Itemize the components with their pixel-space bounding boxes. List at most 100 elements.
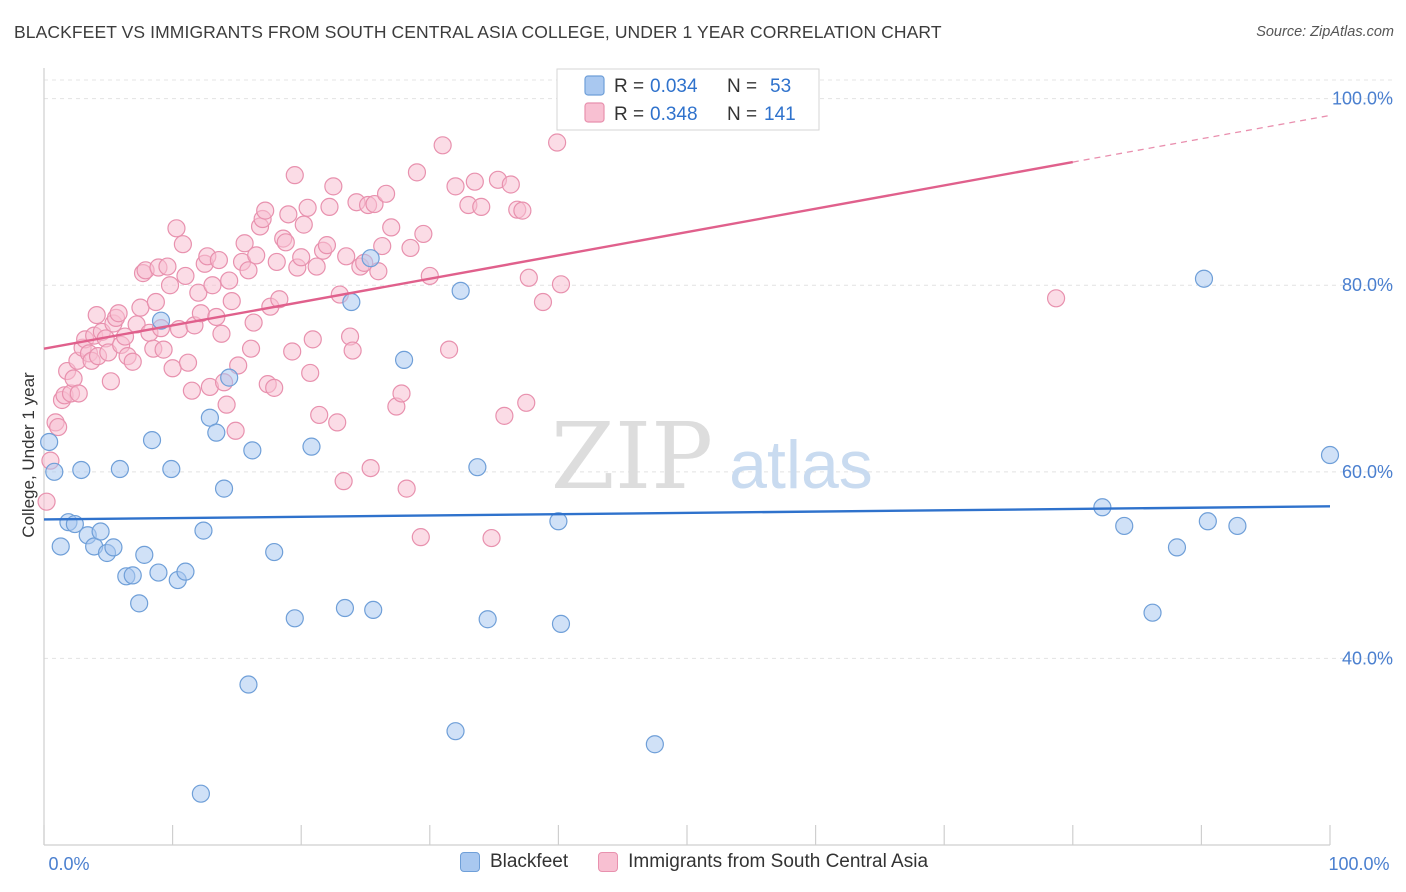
- point-blackfeet: [142, 431, 162, 450]
- point-immigrants-from-south-central-asia: [241, 339, 261, 358]
- legend-label-blackfeet: Blackfeet: [489, 851, 569, 872]
- legend-label-immigrants: Immigrants from South Central Asia: [628, 851, 929, 872]
- point-blackfeet: [123, 566, 142, 585]
- point-blackfeet: [220, 368, 239, 387]
- point-immigrants-from-south-central-asia: [392, 384, 411, 403]
- watermark-atlas: atlas: [729, 427, 873, 503]
- point-blackfeet: [342, 292, 361, 312]
- x-tick-label-min: 0.0%: [48, 854, 89, 874]
- bottom-legend: Blackfeet Immigrants from South Central …: [0, 851, 1406, 873]
- point-blackfeet: [1093, 498, 1112, 517]
- point-immigrants-from-south-central-asia: [310, 405, 329, 425]
- point-immigrants-from-south-central-asia: [324, 177, 343, 196]
- point-immigrants-from-south-central-asia: [307, 257, 326, 276]
- point-blackfeet: [135, 545, 154, 564]
- point-immigrants-from-south-central-asia: [267, 252, 286, 272]
- point-immigrants-from-south-central-asia: [376, 184, 396, 203]
- legend-item-immigrants: Immigrants from South Central Asia: [598, 851, 928, 873]
- trend-lines: [43, 114, 1331, 521]
- point-immigrants-from-south-central-asia: [182, 381, 201, 400]
- point-immigrants-from-south-central-asia: [244, 313, 263, 332]
- legend-marker-blackfeet: [459, 852, 480, 872]
- point-immigrants-from-south-central-asia: [209, 250, 228, 270]
- point-immigrants-from-south-central-asia: [87, 305, 106, 325]
- point-blackfeet: [207, 423, 226, 442]
- point-blackfeet: [446, 722, 465, 741]
- point-immigrants-from-south-central-asia: [131, 298, 150, 317]
- point-blackfeet: [243, 441, 262, 460]
- point-blackfeet: [214, 479, 234, 498]
- trend-line-immigrants-from-south-central-asia: [43, 160, 1074, 350]
- point-immigrants-from-south-central-asia: [298, 198, 317, 217]
- point-immigrants-from-south-central-asia: [176, 266, 195, 286]
- point-immigrants-from-south-central-asia: [212, 324, 231, 343]
- point-blackfeet: [549, 512, 568, 531]
- top-legend: R = 0.034 N = 53 R = 0.348 N = 141: [556, 68, 820, 131]
- point-blackfeet: [1198, 512, 1217, 531]
- point-blackfeet: [110, 459, 129, 479]
- legend-r-label-1: R =: [614, 76, 644, 97]
- point-immigrants-from-south-central-asia: [279, 205, 298, 224]
- y-tick-label: 80.0%: [1342, 275, 1393, 295]
- point-immigrants-from-south-central-asia: [178, 353, 198, 372]
- point-immigrants-from-south-central-asia: [397, 479, 416, 498]
- point-immigrants-from-south-central-asia: [495, 406, 514, 425]
- point-immigrants-from-south-central-asia: [167, 219, 186, 238]
- point-blackfeet: [40, 432, 59, 452]
- point-blackfeet: [162, 459, 181, 479]
- point-immigrants-from-south-central-asia: [101, 372, 120, 391]
- point-immigrants-from-south-central-asia: [301, 363, 320, 383]
- point-immigrants-from-south-central-asia: [203, 276, 222, 295]
- point-immigrants-from-south-central-asia: [235, 234, 254, 253]
- source-attribution: Source: ZipAtlas.com: [1256, 24, 1394, 40]
- point-immigrants-from-south-central-asia: [276, 233, 295, 252]
- point-immigrants-from-south-central-asia: [49, 417, 68, 437]
- point-blackfeet: [645, 735, 664, 754]
- y-tick-labels: 40.0% 60.0% 80.0% 100.0%: [1332, 89, 1393, 669]
- trend-line-blackfeet: [43, 505, 1331, 521]
- point-immigrants-from-south-central-asia: [472, 197, 491, 216]
- y-tick-label: 40.0%: [1342, 648, 1393, 668]
- point-immigrants-from-south-central-asia: [303, 330, 322, 349]
- point-immigrants-from-south-central-asia: [337, 247, 356, 266]
- point-immigrants-from-south-central-asia: [109, 304, 128, 323]
- point-immigrants-from-south-central-asia: [256, 201, 275, 220]
- point-immigrants-from-south-central-asia: [414, 224, 433, 244]
- point-immigrants-from-south-central-asia: [548, 133, 567, 152]
- legend-swatch-immigrants: [584, 102, 605, 123]
- point-immigrants-from-south-central-asia: [229, 356, 248, 375]
- point-blackfeet: [1115, 516, 1134, 536]
- point-immigrants-from-south-central-asia: [533, 292, 553, 312]
- point-blackfeet: [1167, 538, 1187, 557]
- point-immigrants-from-south-central-asia: [123, 352, 142, 371]
- point-blackfeet: [468, 458, 487, 477]
- point-immigrants-from-south-central-asia: [439, 340, 459, 359]
- point-blackfeet: [1143, 603, 1162, 622]
- point-blackfeet: [478, 610, 497, 629]
- legend-marker-immigrants: [598, 852, 619, 872]
- point-immigrants-from-south-central-asia: [226, 421, 245, 440]
- point-blackfeet: [239, 675, 258, 694]
- point-immigrants-from-south-central-asia: [551, 275, 571, 294]
- point-immigrants-from-south-central-asia: [239, 261, 258, 280]
- point-blackfeet: [1194, 269, 1214, 288]
- point-immigrants-from-south-central-asia: [283, 342, 302, 361]
- point-immigrants-from-south-central-asia: [160, 276, 180, 295]
- point-immigrants-from-south-central-asia: [154, 340, 173, 359]
- point-blackfeet: [191, 784, 210, 803]
- point-blackfeet: [302, 437, 321, 456]
- x-tick-label-max: 100.0%: [1328, 854, 1389, 874]
- point-immigrants-from-south-central-asia: [317, 236, 337, 255]
- point-blackfeet: [149, 563, 168, 582]
- point-immigrants-from-south-central-asia: [382, 218, 401, 237]
- point-immigrants-from-south-central-asia: [407, 163, 427, 182]
- y-tick-label: 60.0%: [1342, 462, 1393, 482]
- point-blackfeet: [451, 281, 470, 300]
- point-blackfeet: [551, 614, 571, 633]
- legend-n-value-1: 53: [770, 76, 791, 97]
- y-tick-label: 100.0%: [1332, 89, 1393, 109]
- point-immigrants-from-south-central-asia: [320, 197, 339, 216]
- point-immigrants-from-south-central-asia: [361, 458, 380, 478]
- point-blackfeet: [1320, 445, 1340, 465]
